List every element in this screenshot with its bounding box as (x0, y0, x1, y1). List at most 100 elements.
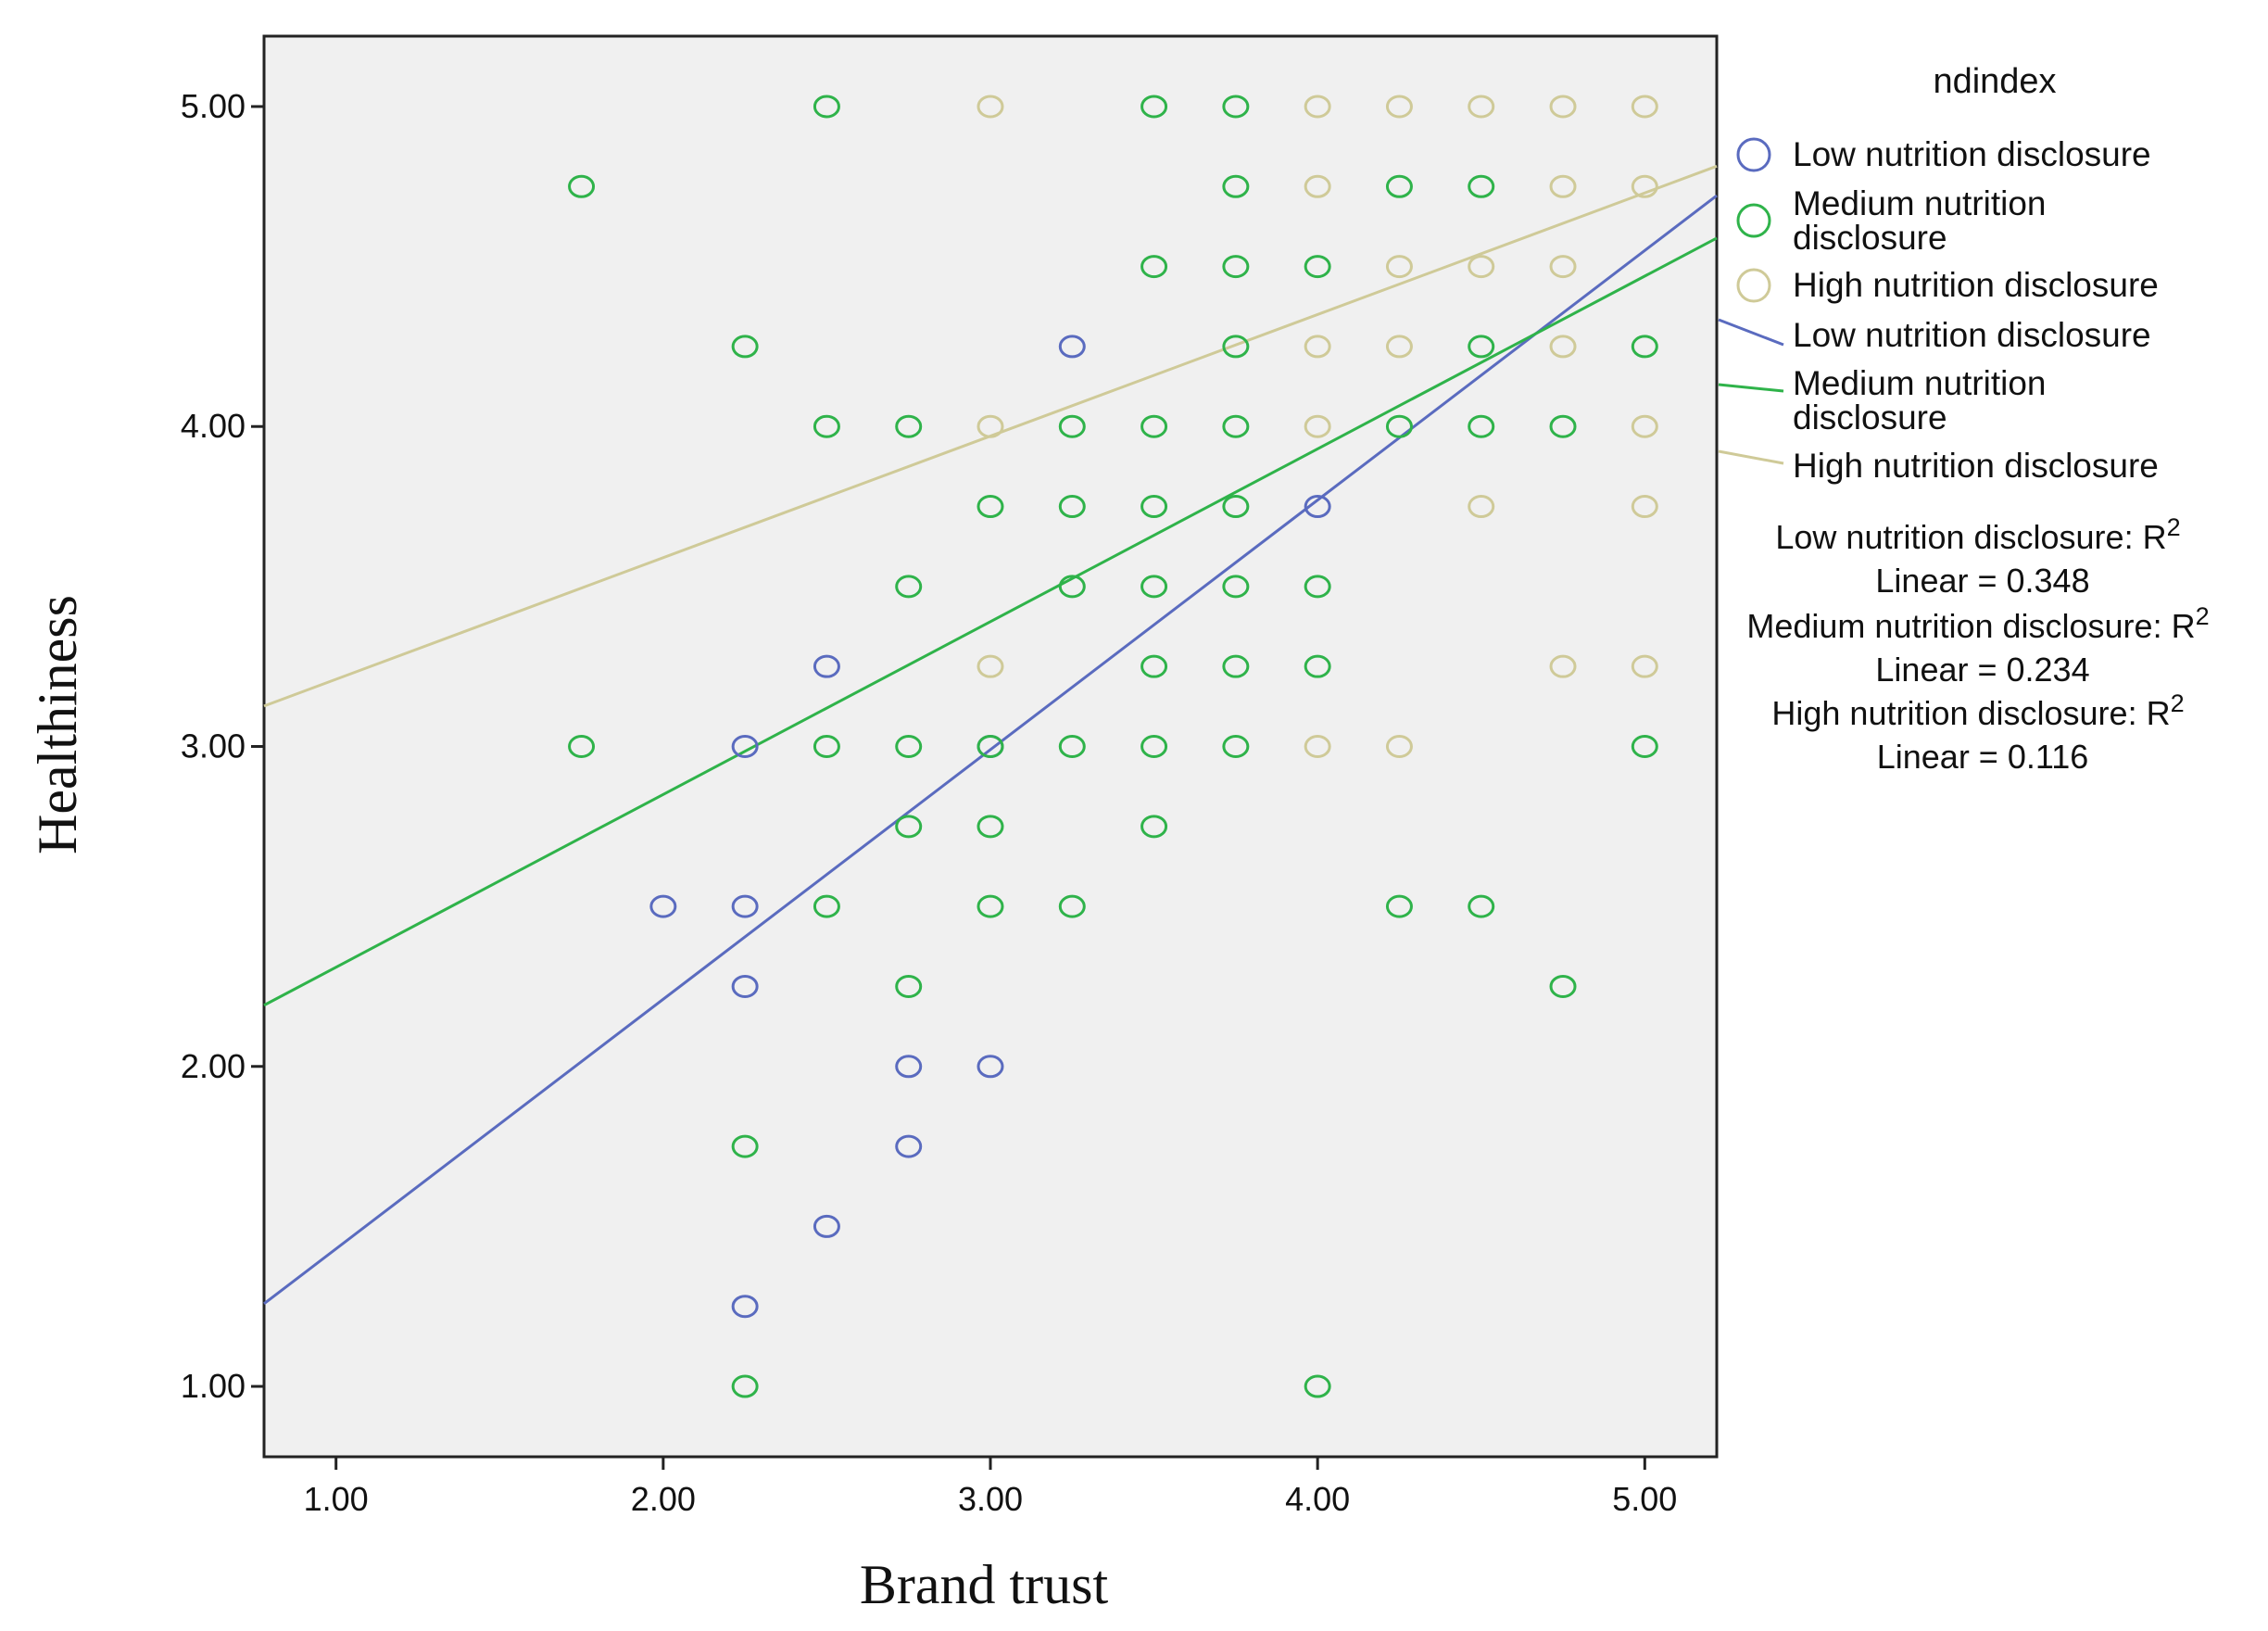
legend-marker-label: Medium nutrition (1793, 184, 2047, 222)
data-point-medium-nutrition-disclosure (1140, 255, 1168, 279)
data-point-low-nutrition-disclosure (895, 1055, 923, 1079)
data-point-high-nutrition-disclosure (1385, 335, 1413, 359)
data-point-medium-nutrition-disclosure (976, 495, 1004, 519)
legend-marker-label: Low nutrition disclosure (1793, 135, 2151, 173)
data-point-medium-nutrition-disclosure (895, 815, 923, 839)
data-point-high-nutrition-disclosure (1385, 95, 1413, 119)
data-point-medium-nutrition-disclosure (1222, 174, 1250, 198)
data-point-medium-nutrition-disclosure (1222, 95, 1250, 119)
data-point-medium-nutrition-disclosure (1222, 414, 1250, 438)
y-tick-label: 2.00 (181, 1047, 246, 1085)
y-axis: 1.00 2.00 3.00 4.00 5.00 (181, 87, 264, 1405)
data-point-medium-nutrition-disclosure (976, 815, 1004, 839)
data-point-medium-nutrition-disclosure (1222, 654, 1250, 678)
data-point-medium-nutrition-disclosure (813, 95, 840, 119)
data-point-medium-nutrition-disclosure (1468, 335, 1495, 359)
data-point-low-nutrition-disclosure (1304, 495, 1331, 519)
x-tick-label: 4.00 (1285, 1480, 1350, 1518)
data-point-medium-nutrition-disclosure (1222, 255, 1250, 279)
data-point-medium-nutrition-disclosure (1468, 174, 1495, 198)
data-point-high-nutrition-disclosure (1304, 414, 1331, 438)
legend-marker-icon (1736, 203, 1771, 238)
y-tick-label: 5.00 (181, 87, 246, 125)
data-point-medium-nutrition-disclosure (895, 974, 923, 998)
data-point-medium-nutrition-disclosure (1304, 654, 1331, 678)
legend-marker-label: High nutrition disclosure (1793, 266, 2159, 304)
legend-line-label: disclosure (1793, 398, 1947, 436)
data-point-medium-nutrition-disclosure (1549, 414, 1577, 438)
legend-line-icon (1718, 449, 1784, 465)
data-point-medium-nutrition-disclosure (1058, 575, 1086, 599)
data-point-medium-nutrition-disclosure (813, 735, 840, 758)
data-point-medium-nutrition-disclosure (1222, 735, 1250, 758)
data-point-medium-nutrition-disclosure (1222, 335, 1250, 359)
data-point-medium-nutrition-disclosure (1631, 735, 1658, 758)
data-point-high-nutrition-disclosure (1385, 735, 1413, 758)
legend-line-icon (1718, 383, 1784, 393)
data-point-high-nutrition-disclosure (976, 414, 1004, 438)
x-tick-label: 5.00 (1612, 1480, 1677, 1518)
data-point-low-nutrition-disclosure (649, 894, 677, 918)
data-point-high-nutrition-disclosure (1549, 174, 1577, 198)
data-point-medium-nutrition-disclosure (1058, 414, 1086, 438)
legend-line-entries: Low nutrition disclosure Medium nutrition… (1718, 316, 2159, 485)
data-point-medium-nutrition-disclosure (731, 1134, 759, 1158)
data-point-high-nutrition-disclosure (1549, 654, 1577, 678)
x-axis-title: Brand trust (860, 1554, 1109, 1615)
data-point-medium-nutrition-disclosure (1140, 654, 1168, 678)
data-point-medium-nutrition-disclosure (1140, 495, 1168, 519)
data-point-high-nutrition-disclosure (1304, 735, 1331, 758)
data-point-low-nutrition-disclosure (731, 735, 759, 758)
legend-marker-entries: Low nutrition disclosure Medium nutrition… (1736, 135, 2159, 304)
legend-line-label: Medium nutrition (1793, 364, 2047, 402)
data-point-high-nutrition-disclosure (1468, 255, 1495, 279)
y-tick-label: 4.00 (181, 407, 246, 445)
legend-marker-label: disclosure (1793, 219, 1947, 257)
data-point-high-nutrition-disclosure (1304, 95, 1331, 119)
data-point-medium-nutrition-disclosure (1385, 894, 1413, 918)
data-point-low-nutrition-disclosure (731, 1295, 759, 1319)
data-point-high-nutrition-disclosure (1549, 95, 1577, 119)
x-tick-label: 3.00 (958, 1480, 1023, 1518)
data-point-medium-nutrition-disclosure (1058, 735, 1086, 758)
legend-line-label: High nutrition disclosure (1793, 447, 2159, 485)
legend-marker-icon (1736, 137, 1771, 172)
plot-area (262, 34, 1719, 1459)
data-point-high-nutrition-disclosure (1631, 174, 1658, 198)
data-point-medium-nutrition-disclosure (1304, 575, 1331, 599)
data-point-medium-nutrition-disclosure (813, 894, 840, 918)
y-axis-title: Healthiness (27, 595, 88, 854)
data-point-medium-nutrition-disclosure (1304, 1374, 1331, 1398)
y-tick-label: 3.00 (181, 727, 246, 765)
data-point-medium-nutrition-disclosure (1222, 575, 1250, 599)
data-point-high-nutrition-disclosure (1631, 495, 1658, 519)
data-point-medium-nutrition-disclosure (976, 735, 1004, 758)
data-point-medium-nutrition-disclosure (1385, 174, 1413, 198)
data-point-high-nutrition-disclosure (1304, 335, 1331, 359)
data-point-medium-nutrition-disclosure (1222, 495, 1250, 519)
data-point-medium-nutrition-disclosure (731, 1374, 759, 1398)
data-point-medium-nutrition-disclosure (895, 575, 923, 599)
data-point-high-nutrition-disclosure (976, 654, 1004, 678)
data-point-medium-nutrition-disclosure (1140, 575, 1168, 599)
legend: ndindex Low nutrition disclosure Medium n… (1718, 62, 2210, 776)
r2-note-line2: Linear = 0.234 (1875, 651, 2089, 689)
x-tick-label: 1.00 (304, 1480, 369, 1518)
data-point-medium-nutrition-disclosure (895, 414, 923, 438)
y-tick-label: 1.00 (181, 1367, 246, 1405)
data-point-low-nutrition-disclosure (1058, 335, 1086, 359)
data-point-high-nutrition-disclosure (1468, 495, 1495, 519)
data-point-medium-nutrition-disclosure (568, 174, 596, 198)
data-point-low-nutrition-disclosure (976, 1055, 1004, 1079)
fit-line-medium-nutrition-disclosure (263, 236, 1718, 1007)
data-point-high-nutrition-disclosure (976, 95, 1004, 119)
r2-note-line1: Low nutrition disclosure: R2 (1775, 513, 2180, 556)
data-point-high-nutrition-disclosure (1468, 95, 1495, 119)
legend-line-icon (1718, 318, 1784, 347)
r2-note-line1: Medium nutrition disclosure: R2 (1746, 602, 2209, 645)
data-point-medium-nutrition-disclosure (1304, 255, 1331, 279)
r2-note-line1: High nutrition disclosure: R2 (1771, 689, 2184, 732)
data-point-high-nutrition-disclosure (1304, 174, 1331, 198)
r2-note-line2: Linear = 0.348 (1875, 562, 2089, 600)
